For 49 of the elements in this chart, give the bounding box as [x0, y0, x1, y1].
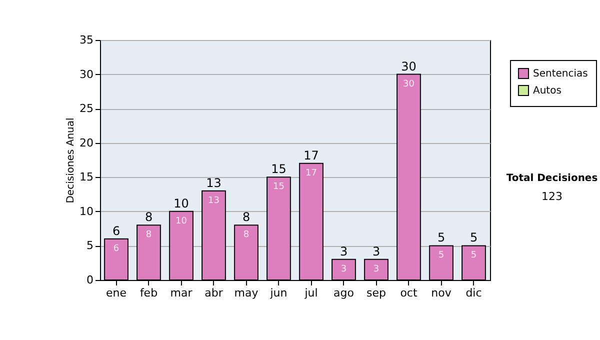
- y-tick-label: 20: [80, 136, 94, 150]
- y-tick-label: 15: [80, 170, 94, 184]
- total-label: 10: [174, 196, 189, 210]
- legend-label: Sentencias: [533, 68, 588, 80]
- data-label: 5: [438, 250, 444, 261]
- total-label: 17: [304, 148, 319, 162]
- x-tick-label: mar: [170, 286, 193, 300]
- total-label: 8: [144, 210, 153, 224]
- total-label: 3: [340, 244, 348, 258]
- data-label: 10: [176, 216, 188, 226]
- total-label: 30: [401, 59, 416, 74]
- legend-label: Autos: [533, 86, 562, 96]
- data-label: 6: [113, 244, 120, 254]
- y-tick-label: 10: [80, 204, 94, 218]
- data-label: 13: [208, 196, 220, 206]
- total-label: 5: [437, 230, 446, 245]
- x-tick-label: ago: [334, 286, 354, 300]
- x-tick-label: dic: [466, 286, 482, 300]
- total-label: 15: [271, 162, 286, 176]
- x-tick-label: feb: [140, 286, 158, 300]
- x-tick-label: ene: [106, 286, 127, 300]
- data-label: 3: [340, 264, 347, 274]
- data-label: 17: [306, 168, 317, 178]
- data-label: 30: [403, 79, 415, 90]
- data-label: 15: [273, 182, 284, 192]
- y-axis-title: Decisiones Anual: [66, 118, 77, 204]
- x-tick-label: sep: [366, 286, 386, 300]
- y-tick-label: 5: [86, 239, 94, 252]
- x-tick-label: may: [234, 286, 259, 300]
- x-tick-label: oct: [400, 286, 418, 300]
- x-tick-label: jul: [304, 286, 318, 300]
- x-tick-label: abr: [204, 286, 224, 300]
- text: Total Decisiones: [506, 173, 598, 184]
- data-label: 5: [470, 250, 477, 261]
- text: 123: [542, 190, 562, 203]
- data-label: 8: [146, 230, 152, 240]
- total-label: 8: [242, 210, 250, 224]
- x-tick-label: nov: [431, 286, 452, 300]
- total-label: 3: [372, 244, 380, 258]
- total-label: 5: [470, 230, 478, 245]
- data-label: 8: [243, 230, 250, 240]
- data-label: 3: [373, 264, 380, 274]
- y-tick-label: 25: [80, 102, 94, 116]
- x-tick-label: jun: [269, 286, 288, 300]
- y-tick-label: 35: [80, 34, 94, 46]
- y-tick-label: 0: [86, 274, 94, 286]
- total-label: 13: [206, 176, 222, 190]
- total-label: 6: [112, 224, 120, 238]
- y-tick-label: 30: [80, 68, 94, 81]
